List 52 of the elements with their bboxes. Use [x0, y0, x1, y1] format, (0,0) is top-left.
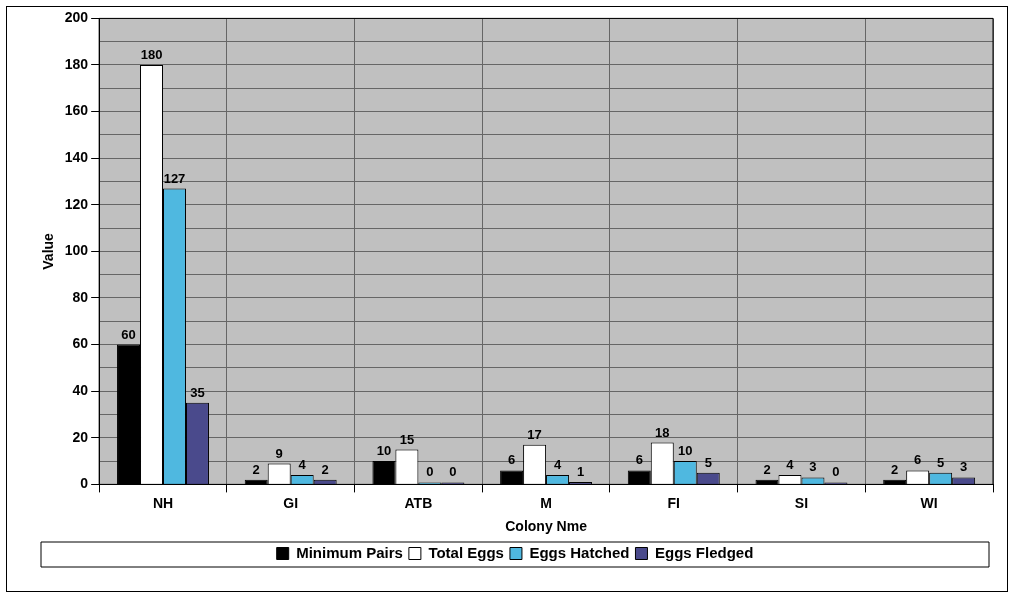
data-label: 1 [576, 464, 585, 480]
data-label: 0 [832, 464, 840, 480]
y-tick-label: 100 [64, 242, 89, 259]
data-label: 6 [507, 452, 516, 468]
data-label: 5 [937, 454, 945, 470]
y-tick-label: 120 [64, 195, 89, 212]
data-label: 0 [426, 464, 434, 480]
x-tick-label: ATB [404, 494, 433, 511]
y-tick-label: 20 [72, 428, 89, 445]
x-tick-label: WI [920, 494, 938, 511]
data-label: 3 [960, 459, 968, 475]
data-label: 35 [190, 384, 205, 400]
data-label: 10 [376, 443, 392, 459]
y-tick-label: 200 [64, 9, 89, 26]
data-label: 17 [527, 426, 542, 442]
data-label: 9 [275, 445, 283, 461]
data-label: 2 [252, 461, 260, 477]
legend-label: Total Eggs [428, 543, 504, 561]
data-label: 4 [298, 457, 307, 473]
y-tick-label: 40 [72, 382, 89, 399]
data-label: 2 [321, 461, 329, 477]
y-axis-title: Value [40, 232, 57, 270]
legend-label: Eggs Fledged [654, 543, 754, 561]
data-label: 60 [121, 326, 136, 342]
y-tick-label: 160 [64, 102, 89, 119]
legend-label: Eggs Hatched [529, 543, 630, 561]
x-tick-label: SI [794, 494, 809, 511]
x-tick-label: GI [283, 494, 299, 511]
y-tick-label: 0 [80, 475, 89, 492]
data-label: 0 [449, 464, 457, 480]
data-label: 127 [163, 170, 186, 186]
x-tick-label: M [540, 494, 552, 511]
y-tick-label: 80 [72, 288, 89, 305]
x-axis-title: Colony Nme [505, 518, 588, 535]
y-tick-label: 140 [64, 149, 89, 166]
y-tick-label: 180 [64, 55, 89, 72]
data-label: 2 [891, 461, 899, 477]
data-label: 3 [809, 459, 817, 475]
data-label: 15 [399, 431, 415, 447]
data-label: 4 [786, 457, 795, 473]
data-label: 10 [678, 443, 693, 459]
data-label: 4 [553, 457, 562, 473]
data-label: 6 [635, 452, 643, 468]
data-label: 6 [914, 452, 922, 468]
data-label: 2 [763, 461, 771, 477]
x-tick-label: NH [152, 494, 174, 511]
y-tick-label: 60 [72, 335, 89, 352]
data-label: 180 [140, 47, 163, 63]
x-tick-label: FI [667, 494, 680, 511]
data-label: 18 [655, 424, 670, 440]
legend-label: Minimum Pairs [296, 543, 403, 561]
data-label: 5 [704, 454, 712, 470]
